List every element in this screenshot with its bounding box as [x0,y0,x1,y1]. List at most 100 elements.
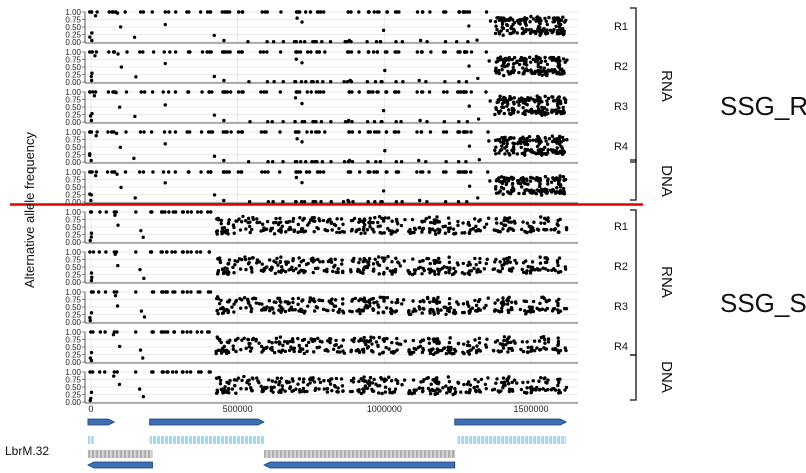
data-point-g2-p2-168 [233,262,237,267]
data-point-g2-p4-168 [231,344,235,348]
data-point-g2-p1-223 [557,230,561,234]
data-point-g2-p4-255 [409,352,414,356]
data-point-g2-p1-252 [292,228,297,232]
data-point-g1-p3-59 [124,90,129,94]
data-point-g2-p2-27 [116,263,120,268]
data-point-g2-p5-241 [306,383,310,387]
data-point-g2-p2-157 [244,267,248,272]
forward-gene-block-1 [149,436,265,444]
data-point-g1-p2-114 [299,80,304,84]
data-point-g1-p1-33 [224,10,228,14]
data-point-g1-p5-68 [375,170,379,174]
data-point-g2-p3-334 [510,300,514,304]
data-point-g2-p4-171 [372,336,376,340]
data-point-g1-p5-32 [427,170,431,174]
data-point-g1-p3-115 [293,120,297,124]
data-point-g2-p4-154 [506,350,510,354]
data-point-g2-p5-291 [477,388,481,392]
data-point-g2-p2-338 [297,263,302,268]
data-point-g2-p2-52 [546,268,550,273]
data-point-g1-p3-266 [553,98,557,103]
data-point-g1-p2-92 [247,80,251,84]
bracket-dna-ssg-s [630,354,637,401]
data-point-g2-p1-12 [161,210,165,214]
data-point-g2-p2-23 [89,271,94,275]
data-point-g2-p3-249 [428,308,432,312]
data-point-g2-p5-163 [521,380,525,385]
data-point-g1-p5-188 [500,181,505,186]
data-point-g1-p3-54 [297,90,302,94]
data-point-g1-p4-216 [560,146,564,150]
data-point-g2-p4-328 [254,337,258,342]
data-point-g2-p4-324 [309,337,313,341]
data-point-g2-p2-241 [304,262,309,267]
data-point-g2-p2-10 [180,250,185,254]
data-point-g2-p4-110 [448,336,452,340]
data-point-g2-p4-301 [431,347,435,351]
data-point-g2-p4-132 [403,339,407,343]
data-point-g1-p1-84 [295,16,299,20]
data-point-g1-p2-99 [373,80,378,84]
data-point-g2-p3-353 [220,311,225,315]
data-point-g1-p2-52 [357,50,361,54]
data-point-g2-p4-283 [537,339,542,343]
data-point-g1-p4-261 [555,151,560,155]
data-point-g2-p3-214 [353,296,358,301]
data-point-g1-p4-241 [511,141,515,145]
data-point-g1-p3-36 [262,90,266,94]
data-point-g2-p4-293 [384,345,388,350]
data-point-g2-p1-86 [300,227,305,231]
data-point-g2-p3-293 [384,306,389,310]
data-point-g1-p5-87 [381,189,386,193]
data-point-g2-p4-285 [563,346,567,350]
data-point-g2-p2-206 [500,266,505,271]
data-point-g2-p1-229 [361,228,366,232]
y-tick-label-g1-p1-0: 0.00 [65,38,81,47]
data-point-g1-p3-206 [538,96,542,100]
data-point-g1-p5-40 [385,170,389,174]
data-point-g2-p1-333 [460,231,464,235]
data-point-g2-p5-161 [336,390,340,394]
data-point-g1-p1-70 [420,10,425,14]
data-point-g2-p2-275 [278,260,282,265]
data-point-g2-p4-242 [542,346,546,350]
data-point-g2-p4-8 [103,330,107,334]
data-point-g1-p4-235 [523,142,527,146]
data-point-g2-p2-224 [390,259,394,264]
rna-label-ssg-s: RNA [658,266,675,298]
data-point-g1-p5-100 [266,200,271,204]
data-point-g1-p2-103 [443,80,447,84]
data-point-g1-p2-43 [200,50,205,54]
data-point-g2-p1-245 [349,229,354,233]
data-point-g1-p1-115 [292,40,297,44]
data-point-g1-p1-157 [499,29,503,33]
data-point-g1-p4-30 [239,130,244,134]
data-point-g2-p4-25 [89,358,94,363]
data-point-g1-p2-241 [512,61,516,66]
data-point-g1-p3-75 [88,114,93,118]
data-point-g2-p2-11 [198,250,203,254]
data-point-g2-p4-40 [292,349,296,354]
data-point-g1-p5-83 [222,198,226,203]
data-point-g2-p3-350 [303,309,307,314]
data-point-g2-p3-101 [535,306,539,311]
data-point-g2-p2-280 [364,258,368,263]
data-point-g2-p3-319 [232,310,236,314]
data-point-g1-p2-265 [521,72,525,76]
forward-strand-arrow-2 [454,418,568,426]
data-point-g1-p4-70 [419,130,424,134]
data-point-g1-p2-27 [323,50,327,54]
data-point-g2-p5-181 [438,389,442,393]
data-point-g2-p5-297 [380,377,384,381]
data-point-g2-p5-277 [223,390,228,394]
data-point-g2-p5-332 [505,379,510,383]
y-tick-label-g1-p3-2: 0.50 [65,103,81,112]
data-point-g2-p3-340 [550,309,555,313]
data-point-g1-p2-107 [342,80,346,84]
data-point-g1-p1-240 [515,31,519,35]
data-point-g1-p1-98 [349,40,353,44]
data-point-g1-p2-57 [94,50,99,54]
data-point-g2-p5-110 [446,375,451,379]
strip-label-g2-p3: R3 [614,301,628,313]
data-point-g1-p3-51 [228,90,233,94]
